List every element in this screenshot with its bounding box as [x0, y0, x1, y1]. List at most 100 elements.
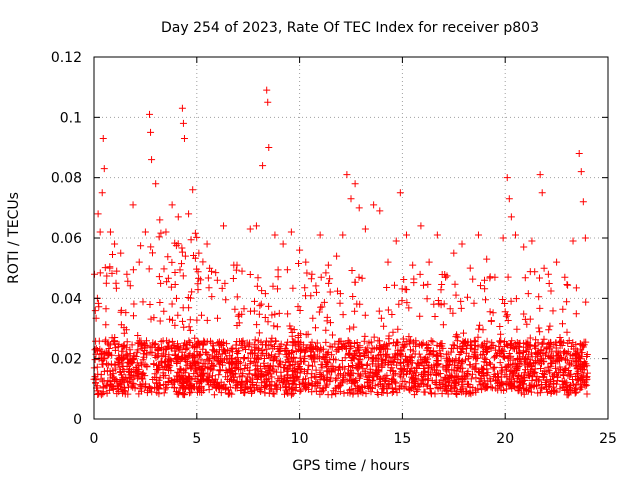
data-point: [458, 240, 466, 248]
data-point: [520, 243, 528, 251]
y-tick-label: 0.08: [51, 171, 82, 187]
y-tick-label: 0.04: [51, 291, 82, 307]
data-point: [450, 249, 458, 257]
data-point: [503, 174, 511, 182]
y-tick-label: 0.06: [51, 231, 82, 247]
data-point: [575, 150, 583, 158]
data-point: [271, 231, 279, 239]
data-point: [162, 228, 170, 236]
data-point: [185, 210, 193, 218]
data-point: [263, 86, 271, 94]
data-point: [351, 180, 359, 188]
data-point: [483, 255, 491, 263]
data-point: [505, 195, 513, 203]
data-point: [361, 225, 369, 233]
data-point: [195, 249, 203, 257]
data-point: [466, 264, 474, 272]
data-point: [579, 198, 587, 206]
x-tick-label: 10: [291, 431, 309, 447]
y-tick-label: 0.12: [51, 50, 82, 66]
data-point: [296, 246, 304, 254]
data-point: [129, 201, 137, 209]
data-point: [343, 171, 351, 179]
data-point: [561, 273, 569, 281]
data-point: [279, 240, 287, 248]
data-point: [264, 98, 272, 106]
data-point: [111, 240, 119, 248]
data-point: [538, 189, 546, 197]
data-point: [259, 162, 267, 170]
y-tick-label: 0.02: [51, 352, 82, 368]
data-point: [146, 110, 154, 118]
y-axis-label: ROTI / TECUs: [6, 192, 22, 284]
data-point: [148, 156, 156, 164]
data-point: [339, 231, 347, 239]
chart-title: Day 254 of 2023, Rate Of TEC Index for r…: [161, 20, 539, 36]
data-point: [403, 231, 411, 239]
scatter-cloud: [90, 229, 591, 399]
data-point: [100, 165, 108, 173]
data-point: [287, 228, 295, 236]
data-point: [94, 210, 102, 218]
data-point: [308, 270, 316, 278]
data-point: [536, 171, 544, 179]
data-point: [370, 201, 378, 209]
data-point: [544, 270, 552, 278]
data-point: [433, 231, 441, 239]
data-point: [511, 231, 519, 239]
x-tick-label: 0: [90, 431, 99, 447]
data-point: [189, 186, 197, 194]
data-point: [179, 119, 187, 127]
data-point: [499, 234, 507, 242]
data-point: [147, 128, 155, 136]
x-axis-label: GPS time / hours: [292, 458, 409, 474]
data-point: [553, 258, 561, 266]
data-point: [246, 225, 254, 233]
y-tick-label: 0.1: [60, 110, 82, 126]
data-point: [528, 237, 536, 245]
data-point: [220, 222, 228, 230]
data-point: [117, 249, 125, 257]
data-point: [425, 258, 433, 266]
x-tick-label: 25: [599, 431, 617, 447]
x-tick-label: 20: [496, 431, 514, 447]
data-point: [99, 134, 107, 142]
data-point: [156, 216, 164, 224]
data-point: [178, 104, 186, 112]
data-point: [417, 222, 425, 230]
data-point: [168, 201, 176, 209]
data-point: [581, 234, 589, 242]
data-point: [569, 237, 577, 245]
data-point: [123, 270, 131, 278]
data-point: [507, 213, 515, 221]
data-point: [174, 213, 182, 221]
data-point: [409, 261, 417, 269]
data-point: [141, 228, 149, 236]
data-point: [324, 261, 332, 269]
data-point: [316, 231, 324, 239]
data-point: [213, 276, 221, 284]
y-tick-label: 0: [73, 412, 82, 428]
data-point: [102, 279, 110, 287]
data-point: [238, 267, 246, 275]
data-point: [333, 252, 341, 260]
data-point: [302, 258, 310, 266]
data-layer: [90, 86, 591, 399]
data-point: [98, 189, 106, 197]
data-point: [252, 222, 260, 230]
data-point: [135, 258, 143, 266]
data-point: [180, 134, 188, 142]
data-point: [265, 144, 273, 151]
data-point: [396, 189, 404, 197]
data-point: [474, 231, 482, 239]
data-point: [577, 168, 585, 176]
data-point: [384, 258, 392, 266]
data-point: [347, 195, 355, 203]
data-point: [96, 228, 104, 236]
data-point: [106, 228, 114, 236]
data-point: [392, 237, 400, 245]
tick-layer: 0 5 10 15 20 25 0 0.02 0.04 0.06 0.08 0.1 0.12: [51, 50, 617, 447]
data-point: [152, 180, 160, 188]
data-point: [376, 207, 384, 215]
